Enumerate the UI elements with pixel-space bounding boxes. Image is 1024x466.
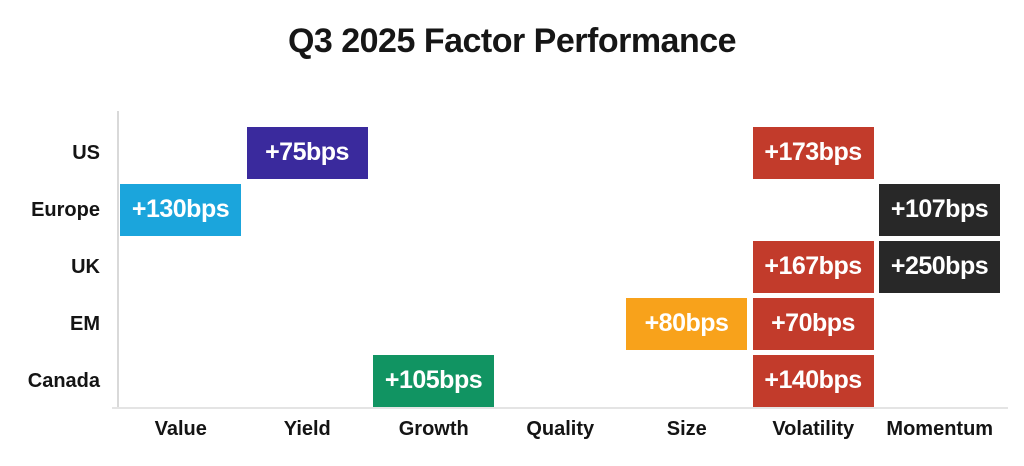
row-label-us: US	[72, 141, 100, 164]
x-axis-line	[112, 407, 1008, 409]
chart-title: Q3 2025 Factor Performance	[287, 22, 737, 60]
column-label-growth: Growth	[398, 418, 469, 440]
column-label-momentum: Momentum	[886, 418, 994, 440]
row-label-canada: Canada	[27, 369, 100, 392]
row-label-uk: UK	[71, 255, 100, 278]
column-label-volatility: Volatility	[772, 418, 855, 440]
column-label-yield: Yield	[283, 418, 331, 440]
cell-box-europe-value: +130bps	[120, 183, 241, 236]
row-label-europe: Europe	[31, 198, 100, 221]
cell-box-europe-momentum: +107bps	[879, 183, 1000, 236]
column-label-value: Value	[154, 418, 207, 440]
row-label-em: EM	[70, 312, 100, 335]
y-axis-line	[117, 111, 119, 408]
cell-box-em-size: +80bps	[626, 297, 747, 350]
cell-box-canada-growth: +105bps	[373, 354, 494, 407]
column-label-size: Size	[666, 418, 707, 440]
cell-box-canada-volatility: +140bps	[752, 354, 874, 407]
cell-box-uk-momentum: +250bps	[879, 240, 1000, 293]
cell-box-us-volatility: +173bps	[752, 126, 874, 179]
cell-box-uk-volatility: +167bps	[752, 240, 874, 293]
cell-box-em-volatility: +70bps	[752, 297, 874, 350]
cell-box-us-yield: +75bps	[246, 126, 368, 179]
column-label-quality: Quality	[526, 418, 595, 440]
